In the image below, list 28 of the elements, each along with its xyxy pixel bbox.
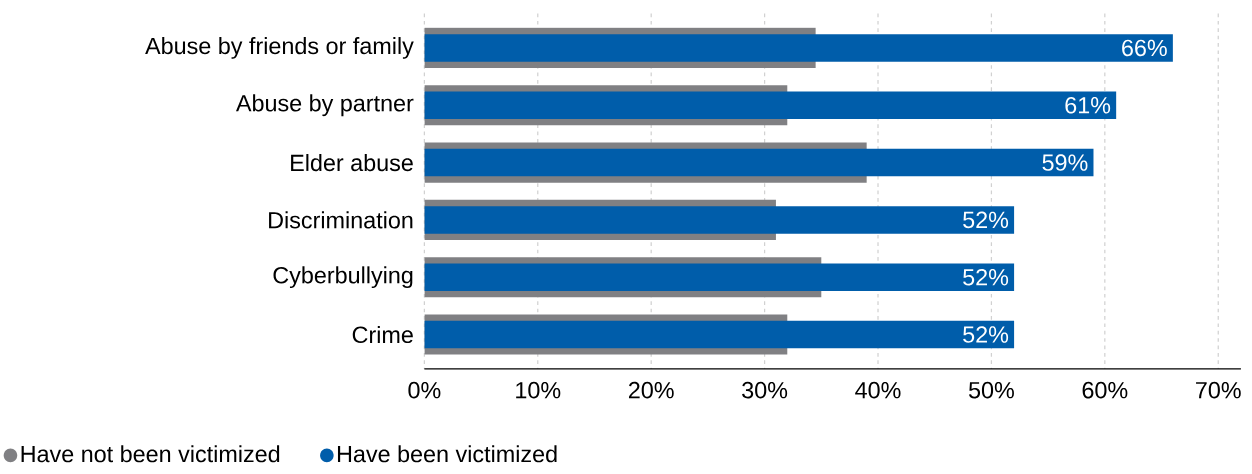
legend-label: Have not been victimized bbox=[21, 445, 280, 463]
bar bbox=[424, 206, 1015, 234]
x-tick-label: 20% bbox=[628, 381, 674, 399]
y-tick-label: Abuse by friends or family bbox=[145, 37, 414, 59]
x-tick-label: 30% bbox=[742, 381, 788, 399]
x-tick-label: 50% bbox=[968, 381, 1014, 399]
bar bbox=[424, 148, 1094, 177]
data-label: 61% bbox=[1065, 96, 1111, 114]
x-tick-label: 60% bbox=[1082, 381, 1128, 399]
y-tick-label: Discrimination bbox=[269, 211, 413, 229]
bar bbox=[424, 320, 1015, 349]
legend-label: Have been victimized bbox=[337, 445, 557, 463]
data-label: 59% bbox=[1042, 154, 1088, 171]
y-tick-label: Abuse by partner bbox=[235, 94, 414, 117]
bar bbox=[424, 263, 1015, 291]
x-tick-label: 40% bbox=[855, 381, 901, 399]
bar bbox=[424, 91, 1117, 119]
x-tick-label: 0% bbox=[408, 381, 441, 399]
data-label: 52% bbox=[963, 211, 1009, 229]
y-tick-label: Cyberbullying bbox=[273, 266, 413, 289]
bar bbox=[424, 34, 1173, 62]
y-tick-label: Elder abuse bbox=[291, 153, 413, 172]
data-label: 52% bbox=[963, 326, 1009, 343]
x-tick-label: 70% bbox=[1196, 381, 1241, 399]
data-label: 52% bbox=[963, 268, 1009, 286]
x-tick-label: 10% bbox=[516, 381, 561, 399]
data-label: 66% bbox=[1122, 39, 1167, 57]
y-tick-label: Crime bbox=[352, 325, 413, 344]
